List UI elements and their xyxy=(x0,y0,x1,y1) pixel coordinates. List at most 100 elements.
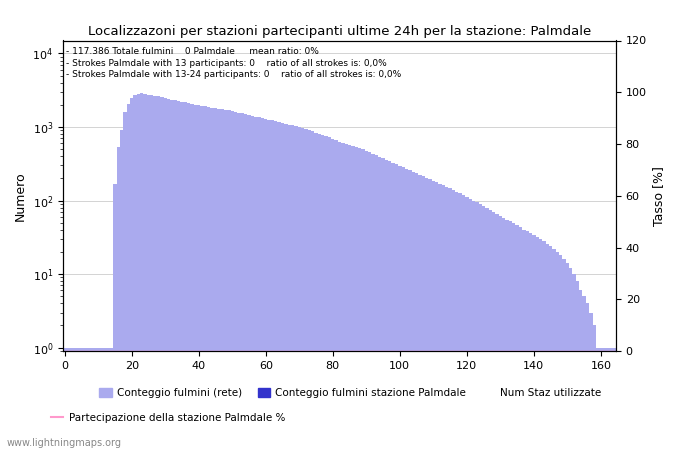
Bar xyxy=(244,114,247,450)
Bar xyxy=(402,167,405,450)
Bar xyxy=(498,216,502,450)
Bar xyxy=(341,143,344,450)
Bar xyxy=(335,140,338,450)
Bar xyxy=(318,134,321,450)
Bar xyxy=(214,108,217,450)
Bar xyxy=(100,348,103,450)
Bar xyxy=(80,348,83,450)
Bar xyxy=(405,169,408,450)
Bar xyxy=(110,348,113,450)
Title: Localizzazoni per stazioni partecipanti ultime 24h per la stazione: Palmdale: Localizzazoni per stazioni partecipanti … xyxy=(88,25,591,38)
Bar xyxy=(200,106,204,450)
Bar xyxy=(573,274,576,450)
Bar xyxy=(462,195,466,450)
Bar xyxy=(258,117,260,450)
Bar xyxy=(207,107,211,450)
Bar xyxy=(489,210,492,450)
Bar xyxy=(382,158,385,450)
Bar xyxy=(130,98,134,450)
Bar xyxy=(228,110,230,450)
Legend: Partecipazione della stazione Palmdale %: Partecipazione della stazione Palmdale % xyxy=(47,409,289,427)
Bar xyxy=(298,127,301,450)
Bar xyxy=(174,100,177,450)
Text: www.lightningmaps.org: www.lightningmaps.org xyxy=(7,438,122,448)
Bar xyxy=(385,160,388,450)
Bar xyxy=(579,290,582,450)
Bar xyxy=(311,131,314,450)
Bar xyxy=(328,138,331,450)
Bar xyxy=(220,109,224,450)
Bar xyxy=(496,214,498,450)
Bar xyxy=(492,212,496,450)
Bar xyxy=(234,112,237,450)
Bar xyxy=(505,220,509,450)
Y-axis label: Numero: Numero xyxy=(14,171,27,220)
Bar xyxy=(603,348,606,450)
Bar xyxy=(70,348,73,450)
Bar xyxy=(93,348,97,450)
Bar xyxy=(472,201,475,450)
Bar xyxy=(442,185,445,450)
Bar xyxy=(515,225,519,450)
Bar xyxy=(556,252,559,450)
Bar xyxy=(304,129,308,450)
Bar xyxy=(421,176,425,450)
Bar xyxy=(63,348,66,450)
Bar xyxy=(425,178,428,450)
Bar xyxy=(519,228,522,450)
Bar xyxy=(468,199,472,450)
Bar xyxy=(435,182,438,450)
Bar xyxy=(211,108,214,450)
Bar xyxy=(274,121,277,450)
Bar xyxy=(157,96,160,450)
Bar xyxy=(308,130,311,450)
Bar xyxy=(164,98,167,450)
Bar xyxy=(247,115,251,450)
Bar xyxy=(536,237,539,450)
Bar xyxy=(284,124,288,450)
Bar xyxy=(177,101,181,450)
Bar xyxy=(291,126,294,450)
Bar xyxy=(596,348,599,450)
Bar xyxy=(358,148,361,450)
Bar xyxy=(120,130,123,450)
Bar xyxy=(140,93,143,450)
Bar xyxy=(532,235,536,450)
Bar xyxy=(522,230,526,450)
Bar xyxy=(197,105,200,450)
Bar xyxy=(351,146,355,450)
Bar xyxy=(153,96,157,450)
Bar xyxy=(415,173,419,450)
Bar xyxy=(134,95,136,450)
Bar xyxy=(267,120,271,450)
Bar xyxy=(612,348,616,450)
Bar xyxy=(398,166,402,450)
Bar xyxy=(170,99,174,450)
Legend: Conteggio fulmini (rete), Conteggio fulmini stazione Palmdale, Num Staz utilizza: Conteggio fulmini (rete), Conteggio fulm… xyxy=(95,384,605,402)
Bar xyxy=(458,194,462,450)
Bar xyxy=(150,95,153,450)
Bar xyxy=(374,155,378,450)
Bar xyxy=(562,259,566,450)
Bar xyxy=(194,104,197,450)
Bar xyxy=(599,348,603,450)
Bar xyxy=(388,162,391,450)
Bar xyxy=(455,192,458,450)
Y-axis label: Tasso [%]: Tasso [%] xyxy=(652,166,666,226)
Bar xyxy=(321,135,324,450)
Bar xyxy=(576,281,579,450)
Bar xyxy=(73,348,76,450)
Bar xyxy=(586,303,589,450)
Bar xyxy=(582,296,586,450)
Bar xyxy=(103,348,106,450)
Bar xyxy=(83,348,87,450)
Bar xyxy=(254,117,258,450)
Bar xyxy=(230,111,234,450)
Bar xyxy=(271,121,274,450)
Bar xyxy=(288,125,291,450)
Bar xyxy=(66,348,70,450)
Bar xyxy=(127,104,130,450)
Bar xyxy=(241,113,244,450)
Bar xyxy=(355,147,358,450)
Bar xyxy=(592,325,596,450)
